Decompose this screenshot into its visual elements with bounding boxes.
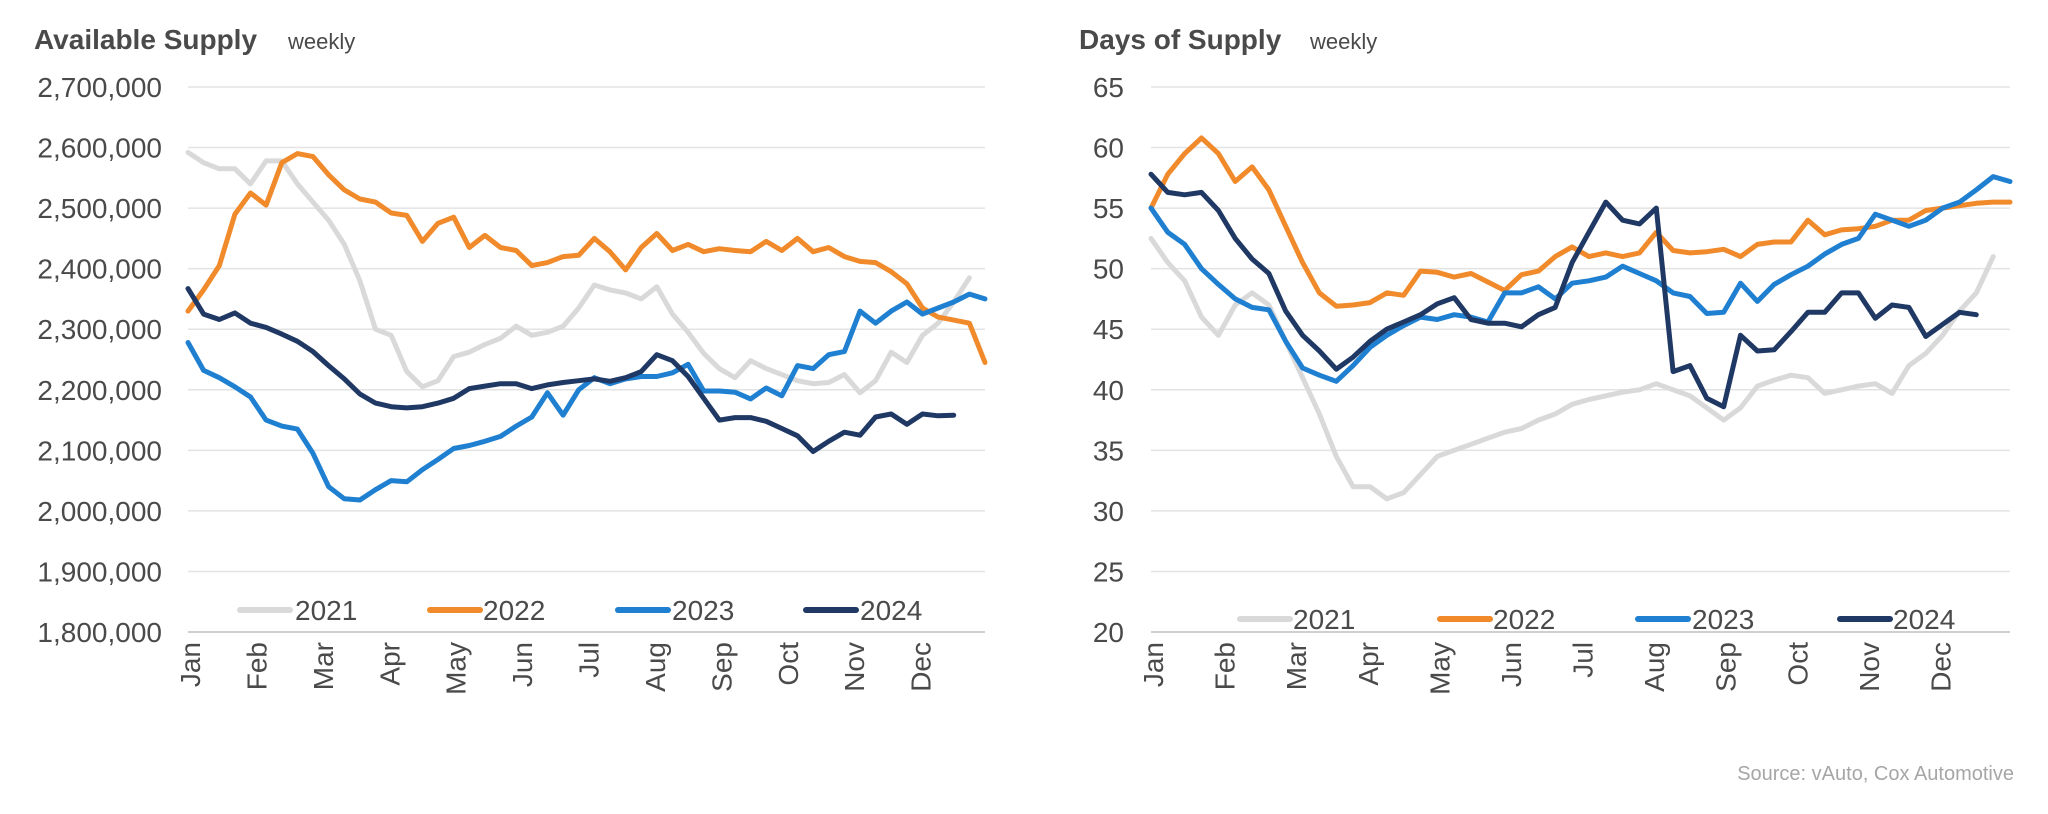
y-tick-label: 1,900,000 xyxy=(37,556,162,587)
y-tick-label: 35 xyxy=(1093,435,1124,466)
x-tick-label: Jun xyxy=(1496,642,1527,687)
x-tick-label: Oct xyxy=(773,642,804,686)
available-supply-chart: Available Supply weekly 1,800,000 1,900,0… xyxy=(34,24,988,695)
x-tick-label: Oct xyxy=(1782,642,1813,686)
legend-label-2023: 2023 xyxy=(672,595,734,626)
y-tick-label: 2,700,000 xyxy=(37,72,162,103)
x-tick-label: Aug xyxy=(1639,642,1670,692)
y-tick-label: 30 xyxy=(1093,496,1124,527)
series-line-2021 xyxy=(1148,235,1996,502)
legend: 2021 2022 2023 2024 xyxy=(1237,604,1955,635)
y-tick-label: 50 xyxy=(1093,254,1124,285)
x-tick-label: Nov xyxy=(839,642,870,692)
y-tick-label: 2,200,000 xyxy=(37,375,162,406)
x-tick-label: Feb xyxy=(241,642,272,690)
legend-label-2021: 2021 xyxy=(295,595,357,626)
y-tick-label: 55 xyxy=(1093,193,1124,224)
x-axis-ticks: Jan Feb Mar Apr May Jun Jul Aug Sep Oct Nov Dec xyxy=(175,642,937,695)
x-tick-label: Mar xyxy=(1281,642,1312,690)
days-of-supply-chart: Days of Supply weekly 20 25 30 35 40 45 50 55 60… xyxy=(1079,24,2013,695)
x-tick-label: Apr xyxy=(374,642,405,686)
x-tick-label: Aug xyxy=(640,642,671,692)
y-tick-label: 2,400,000 xyxy=(37,254,162,285)
y-tick-label: 2,500,000 xyxy=(37,193,162,224)
x-tick-label: Dec xyxy=(1925,642,1956,692)
x-tick-label: Jan xyxy=(1138,642,1169,687)
y-tick-label: 45 xyxy=(1093,314,1124,345)
x-tick-label: Jul xyxy=(1568,642,1599,678)
chart-title: Days of Supply xyxy=(1079,24,1282,55)
legend-label-2022: 2022 xyxy=(483,595,545,626)
legend-label-2024: 2024 xyxy=(1893,604,1955,635)
chart-subtitle: weekly xyxy=(287,29,355,54)
x-tick-label: Jul xyxy=(574,642,605,678)
x-tick-label: Feb xyxy=(1210,642,1241,690)
grid-lines xyxy=(188,86,985,633)
y-tick-label: 2,000,000 xyxy=(37,496,162,527)
y-tick-label: 2,300,000 xyxy=(37,314,162,345)
legend-label-2022: 2022 xyxy=(1493,604,1555,635)
source-note: Source: vAuto, Cox Automotive xyxy=(1737,763,2014,785)
legend: 2021 2022 2023 2024 xyxy=(237,595,922,626)
x-tick-label: Sep xyxy=(706,642,737,692)
y-tick-label: 60 xyxy=(1093,133,1124,164)
grid-lines xyxy=(1151,86,2010,633)
series-line-2022 xyxy=(185,151,988,365)
x-tick-label: May xyxy=(1424,642,1455,695)
y-tick-label: 25 xyxy=(1093,556,1124,587)
x-tick-label: Mar xyxy=(308,642,339,690)
chart-title: Available Supply xyxy=(34,24,257,55)
x-tick-label: Dec xyxy=(906,642,937,692)
legend-label-2021: 2021 xyxy=(1293,604,1355,635)
x-tick-label: May xyxy=(441,642,472,695)
x-tick-label: Jan xyxy=(175,642,206,687)
series-line-2024 xyxy=(1148,171,1979,410)
x-tick-label: Sep xyxy=(1711,642,1742,692)
y-tick-label: 65 xyxy=(1093,72,1124,103)
x-axis-ticks: Jan Feb Mar Apr May Jun Jul Aug Sep Oct Nov Dec xyxy=(1138,642,1956,695)
x-tick-label: Apr xyxy=(1353,642,1384,686)
x-tick-label: Jun xyxy=(507,642,538,687)
y-tick-label: 2,100,000 xyxy=(37,435,162,466)
series-lines xyxy=(1148,135,2013,502)
legend-label-2024: 2024 xyxy=(860,595,922,626)
series-line-2023 xyxy=(1148,174,2013,384)
y-axis-ticks: 20 25 30 35 40 45 50 55 60 65 xyxy=(1093,72,1124,648)
chart-subtitle: weekly xyxy=(1309,29,1377,54)
series-line-2023 xyxy=(185,291,988,503)
x-tick-label: Nov xyxy=(1854,642,1885,692)
series-line-2021 xyxy=(185,149,972,396)
y-tick-label: 40 xyxy=(1093,375,1124,406)
series-line-2024 xyxy=(185,286,957,454)
y-axis-ticks: 1,800,000 1,900,000 2,000,000 2,100,000 2,20… xyxy=(37,72,162,648)
legend-label-2023: 2023 xyxy=(1692,604,1754,635)
y-tick-label: 20 xyxy=(1093,617,1124,648)
y-tick-label: 1,800,000 xyxy=(37,617,162,648)
y-tick-label: 2,600,000 xyxy=(37,133,162,164)
series-lines xyxy=(185,149,988,503)
